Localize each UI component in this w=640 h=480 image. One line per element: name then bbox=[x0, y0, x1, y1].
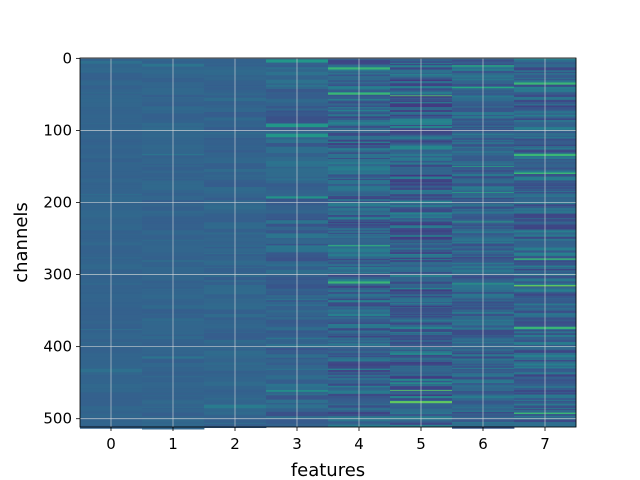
x-tick-label: 1 bbox=[168, 435, 178, 453]
x-tick-label: 3 bbox=[292, 435, 302, 453]
x-tick-label: 7 bbox=[540, 435, 550, 453]
x-tick-label: 4 bbox=[354, 435, 364, 453]
y-tick-label: 500 bbox=[43, 410, 72, 428]
x-tick-label: 6 bbox=[478, 435, 488, 453]
x-tick-label: 0 bbox=[106, 435, 116, 453]
y-tick-label: 0 bbox=[62, 49, 72, 67]
y-tick-label: 400 bbox=[43, 338, 72, 356]
y-tick-label: 100 bbox=[43, 121, 72, 139]
x-axis-label: features bbox=[291, 460, 365, 480]
x-tick-label: 2 bbox=[230, 435, 240, 453]
heatmap-cells bbox=[80, 58, 577, 430]
plot-frame bbox=[79, 57, 577, 428]
y-axis-label: channels bbox=[11, 202, 32, 283]
y-tick-label: 300 bbox=[43, 266, 72, 284]
x-tick-label: 5 bbox=[416, 435, 426, 453]
y-axis-ticks: 0 100 200 300 400 500 bbox=[43, 49, 80, 428]
x-axis-ticks: 0 1 2 3 4 5 6 7 bbox=[106, 427, 550, 453]
y-tick-label: 200 bbox=[43, 194, 72, 212]
